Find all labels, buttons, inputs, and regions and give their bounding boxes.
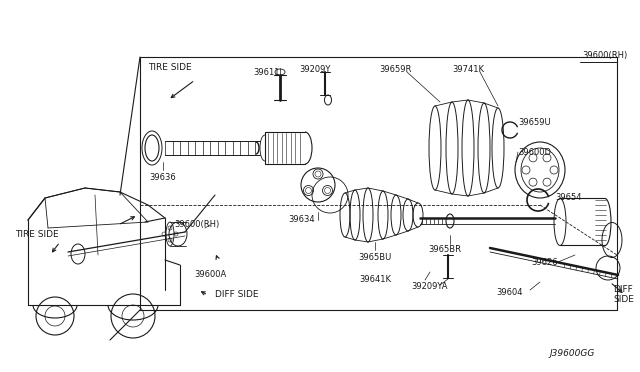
Text: 39654: 39654 <box>555 193 582 202</box>
Text: J39600GG: J39600GG <box>550 349 595 358</box>
Text: 39634: 39634 <box>289 215 316 224</box>
Text: TIRE SIDE: TIRE SIDE <box>148 63 191 72</box>
Text: 39604: 39604 <box>497 288 524 297</box>
Text: 3965BR: 3965BR <box>429 245 461 254</box>
Text: 39209YA: 39209YA <box>412 282 448 291</box>
Text: 39600A: 39600A <box>194 270 226 279</box>
Text: DIFF SIDE: DIFF SIDE <box>215 290 259 299</box>
Text: 39600(RH): 39600(RH) <box>174 220 220 229</box>
Text: 39626: 39626 <box>532 258 558 267</box>
Text: 39611: 39611 <box>253 68 280 77</box>
Text: DIFF: DIFF <box>613 285 633 294</box>
Text: 39600D: 39600D <box>518 148 551 157</box>
Text: 39636: 39636 <box>150 173 177 182</box>
Text: 39741K: 39741K <box>452 65 484 74</box>
Text: SIDE: SIDE <box>613 295 634 304</box>
Text: 39209Y: 39209Y <box>300 65 331 74</box>
Text: TIRE SIDE: TIRE SIDE <box>15 230 59 239</box>
Text: 3965BU: 3965BU <box>358 253 392 262</box>
Text: 39659U: 39659U <box>518 118 550 127</box>
Text: 39641K: 39641K <box>359 275 391 284</box>
Text: 39659R: 39659R <box>379 65 411 74</box>
Text: 39600(RH): 39600(RH) <box>582 51 627 60</box>
